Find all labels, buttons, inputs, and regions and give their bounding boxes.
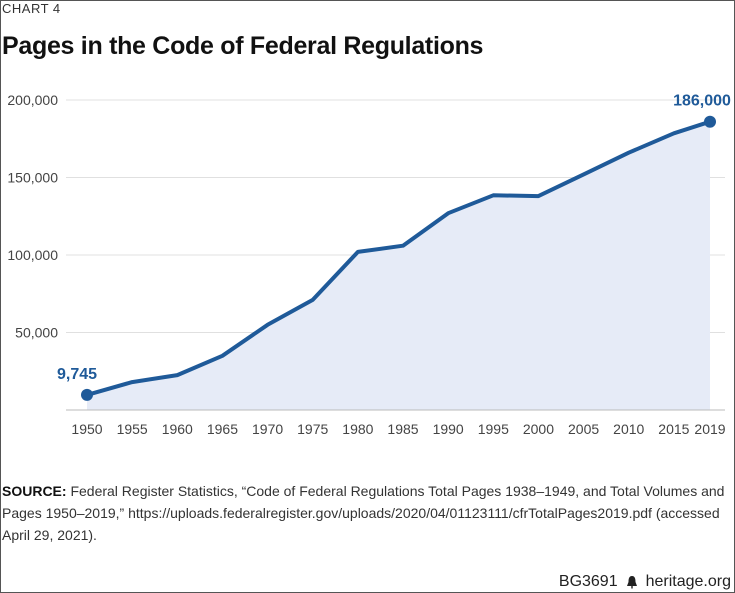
source-label: SOURCE: <box>2 483 67 499</box>
x-tick-label: 1995 <box>478 421 509 437</box>
source-note: SOURCE: Federal Register Statistics, “Co… <box>2 480 727 546</box>
x-tick-label: 2010 <box>613 421 644 437</box>
area-fill <box>87 121 710 410</box>
x-tick-label: 1960 <box>162 421 193 437</box>
source-text: Federal Register Statistics, “Code of Fe… <box>2 483 725 543</box>
x-tick-label: 1980 <box>342 421 373 437</box>
data-point <box>704 115 716 128</box>
area-chart: 50,000 100,000 150,000 200,000 1950 1955 1960… <box>7 92 731 437</box>
footer: BG3691 heritage.org <box>559 573 731 591</box>
y-tick-label: 200,000 <box>7 92 58 108</box>
x-tick-label: 1975 <box>297 421 328 437</box>
x-tick-label: 1985 <box>387 421 418 437</box>
y-tick-label: 150,000 <box>7 170 58 186</box>
liberty-bell-icon <box>626 576 637 589</box>
data-label: 186,000 <box>673 93 731 110</box>
chart-title: Pages in the Code of Federal Regulations <box>2 32 484 60</box>
series-line <box>85 119 712 397</box>
x-tick-label: 2000 <box>523 421 554 437</box>
x-tick-label: 1955 <box>117 421 148 437</box>
y-axis-ticks: 50,000 100,000 150,000 200,000 <box>7 92 58 341</box>
x-tick-label: 2019 <box>694 421 725 437</box>
x-tick-label: 2005 <box>568 421 599 437</box>
chart-kicker: CHART 4 <box>2 1 61 16</box>
x-tick-label: 2015 <box>658 421 689 437</box>
data-label: 9,745 <box>57 366 97 383</box>
x-axis-ticks: 1950 1955 1960 1965 1970 1975 1980 1985 1990 1995… <box>71 421 725 437</box>
x-tick-label: 1990 <box>433 421 464 437</box>
data-points <box>81 115 716 401</box>
footer-site-link[interactable]: heritage.org <box>645 573 731 590</box>
y-tick-label: 100,000 <box>7 247 58 263</box>
y-tick-label: 50,000 <box>15 325 58 341</box>
x-tick-label: 1970 <box>252 421 283 437</box>
footer-code: BG3691 <box>558 573 618 590</box>
x-tick-label: 1950 <box>71 421 102 437</box>
x-tick-label: 1965 <box>207 421 238 437</box>
data-annotations: 9,745 186,000 <box>57 93 731 383</box>
data-point <box>81 388 93 401</box>
